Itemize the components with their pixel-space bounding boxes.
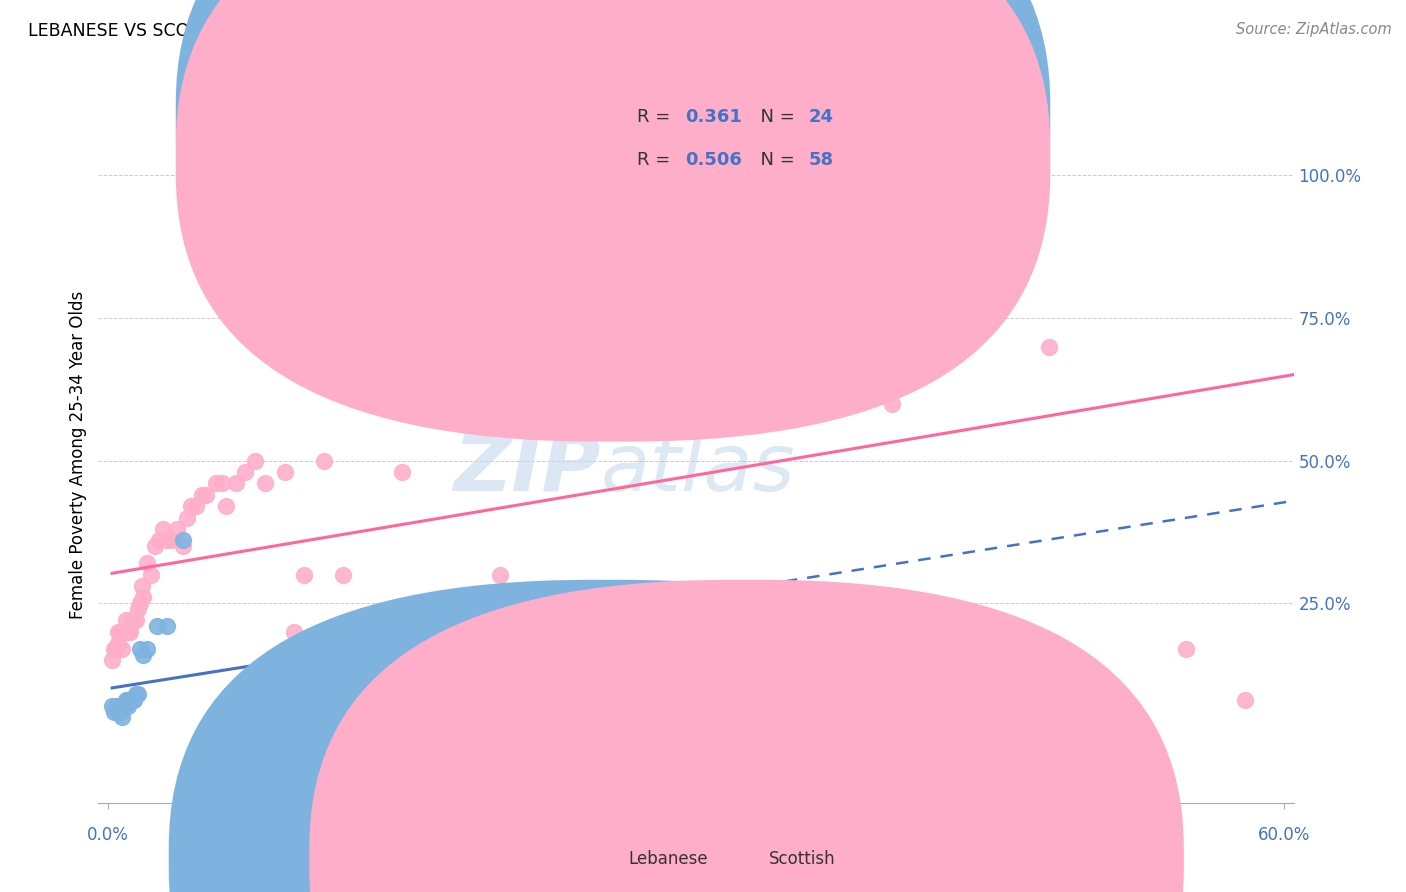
Point (160, 533, 183, 548)
Point (141, 567, 163, 582)
Point (195, 488, 218, 502)
Text: Source: ZipAtlas.com: Source: ZipAtlas.com (1236, 22, 1392, 37)
Point (332, 567, 354, 582)
Point (191, 488, 214, 502)
Point (112, 698, 135, 713)
Text: 0.361: 0.361 (685, 109, 741, 127)
Point (132, 648, 155, 662)
Text: R =: R = (637, 109, 682, 127)
Point (312, 453, 335, 467)
Point (148, 533, 170, 548)
Point (101, 698, 124, 713)
Point (112, 624, 135, 639)
Point (1174, 641, 1197, 656)
Point (105, 641, 128, 656)
Point (880, 396, 903, 410)
Text: N =: N = (749, 151, 801, 169)
Point (121, 693, 143, 707)
Text: ZIP: ZIP (453, 430, 600, 508)
Point (186, 500, 208, 514)
Point (211, 476, 233, 491)
Point (131, 579, 153, 593)
Point (115, 693, 138, 707)
Point (391, 465, 413, 479)
Point (156, 533, 179, 548)
Point (215, 500, 238, 514)
Point (176, 510, 198, 524)
Point (117, 624, 139, 639)
Point (1233, 693, 1256, 707)
Point (111, 698, 134, 713)
Point (132, 591, 155, 605)
Point (352, 613, 374, 627)
Point (205, 476, 228, 491)
Point (143, 539, 166, 553)
Point (117, 698, 139, 713)
Point (783, 374, 806, 388)
Point (959, 169, 981, 183)
Point (117, 693, 139, 707)
Point (172, 539, 194, 553)
Text: 0.506: 0.506 (685, 151, 741, 169)
Point (489, 567, 512, 582)
Point (166, 522, 188, 536)
Point (111, 641, 134, 656)
Point (108, 705, 131, 719)
Point (1057, 693, 1080, 707)
Point (685, 613, 707, 627)
Text: Scottish: Scottish (769, 850, 835, 868)
Point (979, 186, 1001, 200)
Point (136, 556, 159, 570)
Point (179, 500, 201, 514)
Point (685, 396, 707, 410)
Point (1038, 340, 1060, 354)
Point (124, 688, 146, 702)
Point (127, 688, 149, 702)
Point (292, 567, 315, 582)
Point (128, 641, 150, 656)
Point (156, 619, 179, 633)
Point (146, 619, 169, 633)
Point (273, 465, 295, 479)
Point (107, 636, 129, 650)
Text: LEBANESE VS SCOTTISH FEMALE POVERTY AMONG 25-34 YEAR OLDS CORRELATION CHART: LEBANESE VS SCOTTISH FEMALE POVERTY AMON… (28, 22, 825, 40)
Point (105, 698, 128, 713)
Point (128, 596, 150, 610)
Text: atlas: atlas (600, 430, 796, 508)
Point (136, 641, 159, 656)
Text: Lebanese: Lebanese (628, 850, 709, 868)
Point (225, 476, 247, 491)
Point (111, 710, 134, 724)
Text: N =: N = (749, 109, 801, 127)
Text: R =: R = (637, 151, 682, 169)
Point (118, 693, 141, 707)
Point (103, 641, 125, 656)
Point (103, 705, 125, 719)
Point (122, 613, 145, 627)
Point (115, 613, 138, 627)
Point (998, 169, 1021, 183)
Point (108, 698, 131, 713)
Point (172, 533, 194, 548)
Point (253, 476, 276, 491)
Text: 0.0%: 0.0% (87, 826, 129, 844)
Point (152, 522, 174, 536)
Point (122, 693, 145, 707)
Point (235, 465, 257, 479)
Text: 60.0%: 60.0% (1257, 826, 1310, 844)
Point (118, 624, 141, 639)
Point (586, 425, 609, 439)
Point (121, 613, 143, 627)
Point (108, 624, 131, 639)
Point (127, 602, 149, 616)
Point (107, 705, 129, 719)
Text: 24: 24 (808, 109, 834, 127)
Point (124, 613, 146, 627)
Text: 58: 58 (808, 151, 834, 169)
Y-axis label: Female Poverty Among 25-34 Year Olds: Female Poverty Among 25-34 Year Olds (69, 291, 87, 619)
Point (101, 653, 124, 667)
Point (243, 453, 266, 467)
Point (107, 624, 129, 639)
Point (283, 624, 305, 639)
